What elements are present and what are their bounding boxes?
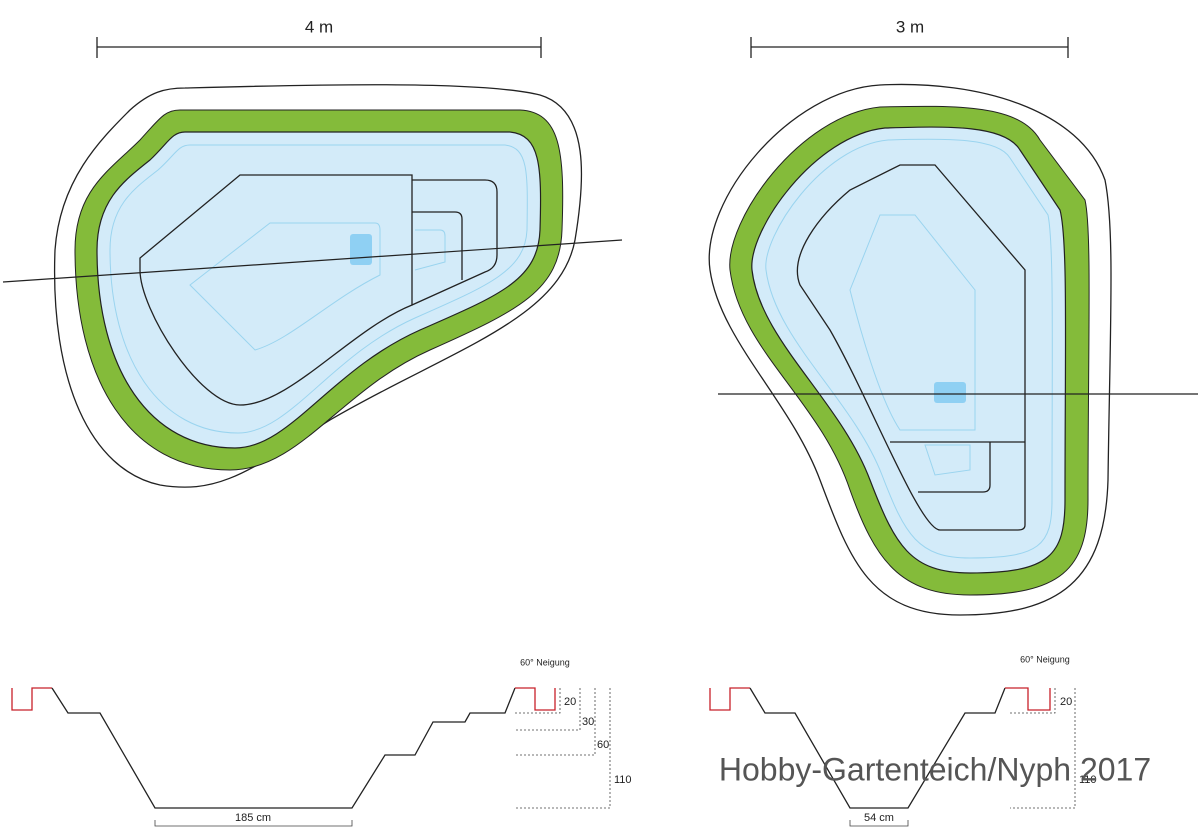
slope-label: 60° Neigung [520,657,570,667]
dimension-bars [96,37,1069,58]
depth-label: 60 [597,739,609,751]
depth-label: 20 [1060,696,1072,708]
width-label: 3 m [896,17,924,36]
depth-label: 30 [582,716,594,728]
width-label: 4 m [305,17,333,36]
slope-label: 60° Neigung [1020,654,1070,664]
bottom-width: 54 cm [864,812,894,824]
depth-label: 110 [614,774,632,786]
left-pond [2,84,623,488]
bottom-width: 185 cm [235,812,271,824]
right-pond [708,83,1198,616]
depth-label: 20 [564,696,576,708]
depth-label: 110 [1079,774,1097,786]
right-section [709,687,1076,827]
watermark: Hobby-Gartenteich/Nyph 2017 [719,751,1151,787]
left-section [11,687,611,827]
